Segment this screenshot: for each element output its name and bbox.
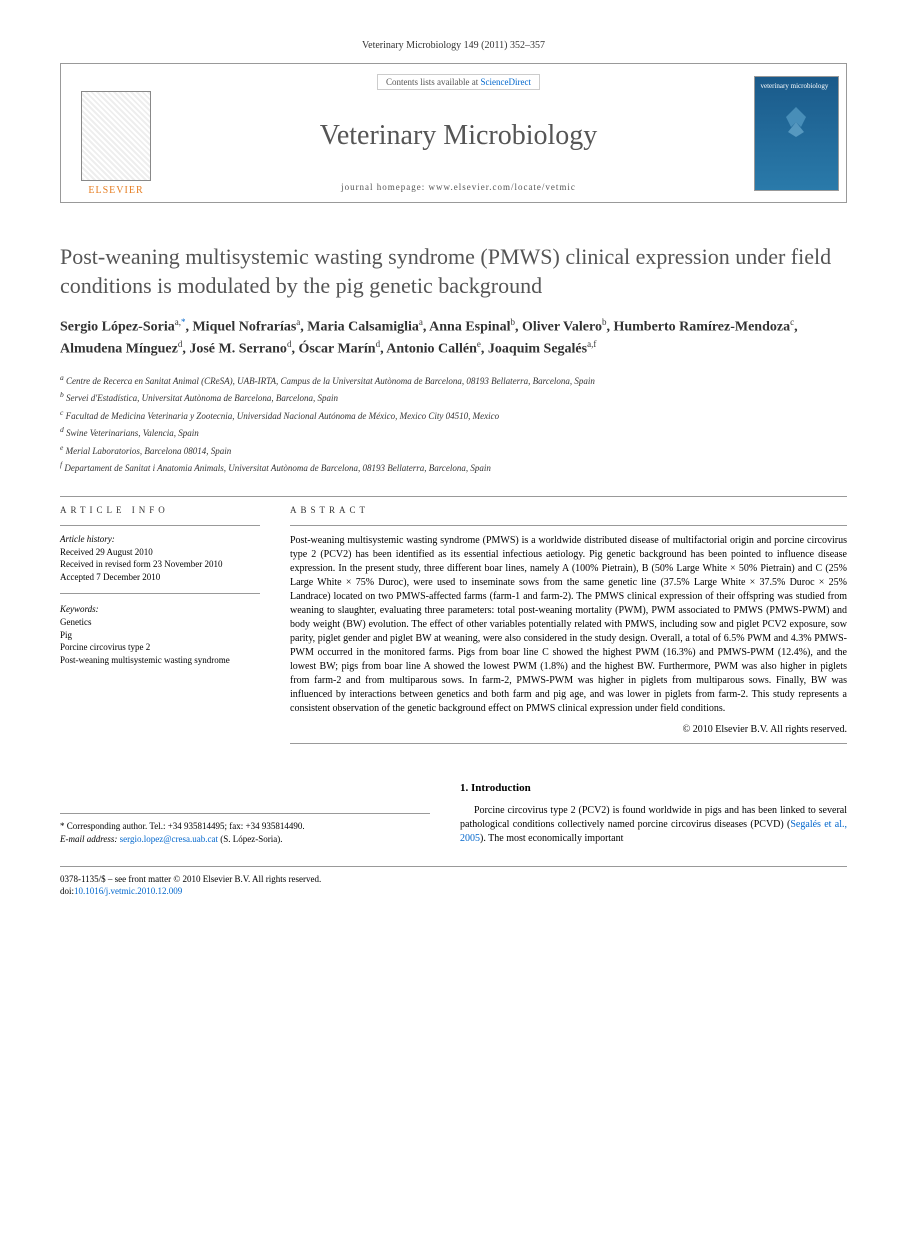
publisher-logo-block: ELSEVIER <box>61 64 171 202</box>
footer-copyright: 0378-1135/$ – see front matter © 2010 El… <box>60 873 847 886</box>
corr-email-link[interactable]: sergio.lopez@cresa.uab.cat <box>120 834 218 844</box>
keywords-block: Keywords: GeneticsPigPorcine circovirus … <box>60 604 260 666</box>
article-info-label: ARTICLE INFO <box>60 505 260 515</box>
contents-available-line: Contents lists available at ScienceDirec… <box>377 74 540 90</box>
footer-doi-line: doi:10.1016/j.vetmic.2010.12.009 <box>60 885 847 898</box>
corr-email-line: E-mail address: sergio.lopez@cresa.uab.c… <box>60 833 430 846</box>
right-column: 1. Introduction Porcine circovirus type … <box>460 782 847 846</box>
info-abstract-row: ARTICLE INFO Article history: Received 2… <box>60 505 847 752</box>
abstract-copyright: © 2010 Elsevier B.V. All rights reserved… <box>290 724 847 735</box>
cover-thumb-block: veterinary microbiology <box>746 64 846 202</box>
homepage-url[interactable]: www.elsevier.com/locate/vetmic <box>429 182 576 192</box>
cover-butterfly-icon <box>776 102 816 142</box>
divider <box>290 743 847 744</box>
doi-label: doi: <box>60 886 74 896</box>
email-suffix: (S. López-Soria). <box>218 834 282 844</box>
elsevier-wordmark: ELSEVIER <box>88 185 143 196</box>
affiliation-list: a Centre de Recerca en Sanitat Animal (C… <box>60 372 847 476</box>
left-column: * Corresponding author. Tel.: +34 935814… <box>60 782 430 846</box>
contents-prefix: Contents lists available at <box>386 77 480 87</box>
journal-homepage-line: journal homepage: www.elsevier.com/locat… <box>341 182 576 192</box>
affiliation-line: d Swine Veterinarians, Valencia, Spain <box>60 424 847 441</box>
history-line: Received 29 August 2010 <box>60 546 260 559</box>
history-heading: Article history: <box>60 534 260 544</box>
email-label: E-mail address: <box>60 834 120 844</box>
journal-banner: ELSEVIER Contents lists available at Sci… <box>60 63 847 203</box>
article-title: Post-weaning multisystemic wasting syndr… <box>60 243 847 300</box>
divider <box>60 496 847 497</box>
keywords-heading: Keywords: <box>60 604 260 614</box>
history-line: Received in revised form 23 November 201… <box>60 558 260 571</box>
introduction-heading: 1. Introduction <box>460 782 847 794</box>
page-footer: 0378-1135/$ – see front matter © 2010 El… <box>60 866 847 898</box>
doi-link[interactable]: 10.1016/j.vetmic.2010.12.009 <box>74 886 182 896</box>
keyword-line: Post-weaning multisystemic wasting syndr… <box>60 654 260 667</box>
abstract-text: Post-weaning multisystemic wasting syndr… <box>290 534 847 716</box>
author-list: Sergio López-Soriaa,*, Miquel Nofraríasa… <box>60 316 847 359</box>
article-history-block: Article history: Received 29 August 2010… <box>60 534 260 595</box>
homepage-label: journal homepage: <box>341 182 428 192</box>
affiliation-line: a Centre de Recerca en Sanitat Animal (C… <box>60 372 847 389</box>
intro-text-2: ). The most economically important <box>480 833 623 844</box>
corresponding-author-note: * Corresponding author. Tel.: +34 935814… <box>60 813 430 845</box>
journal-cover-icon: veterinary microbiology <box>754 76 839 191</box>
abstract-column: ABSTRACT Post-weaning multisystemic wast… <box>290 505 847 752</box>
banner-center: Contents lists available at ScienceDirec… <box>171 64 746 202</box>
introduction-paragraph: Porcine circovirus type 2 (PCV2) is foun… <box>460 804 847 846</box>
body-two-column: * Corresponding author. Tel.: +34 935814… <box>60 782 847 846</box>
divider <box>290 525 847 526</box>
divider <box>60 525 260 526</box>
sciencedirect-link[interactable]: ScienceDirect <box>481 77 531 87</box>
affiliation-line: f Departament de Sanitat i Anatomia Anim… <box>60 459 847 476</box>
elsevier-tree-icon <box>81 91 151 181</box>
journal-name: Veterinary Microbiology <box>320 120 598 152</box>
cover-title-text: veterinary microbiology <box>761 83 829 91</box>
intro-text-1: Porcine circovirus type 2 (PCV2) is foun… <box>460 805 847 830</box>
affiliation-line: e Merial Laboratorios, Barcelona 08014, … <box>60 442 847 459</box>
keyword-line: Porcine circovirus type 2 <box>60 641 260 654</box>
keyword-line: Pig <box>60 629 260 642</box>
history-line: Accepted 7 December 2010 <box>60 571 260 584</box>
affiliation-line: b Servei d'Estadística, Universitat Autò… <box>60 389 847 406</box>
running-header: Veterinary Microbiology 149 (2011) 352–3… <box>60 40 847 51</box>
article-info-column: ARTICLE INFO Article history: Received 2… <box>60 505 260 752</box>
abstract-label: ABSTRACT <box>290 505 847 515</box>
affiliation-line: c Facultad de Medicina Veterinaria y Zoo… <box>60 407 847 424</box>
keyword-line: Genetics <box>60 616 260 629</box>
corr-line-1: * Corresponding author. Tel.: +34 935814… <box>60 820 430 833</box>
